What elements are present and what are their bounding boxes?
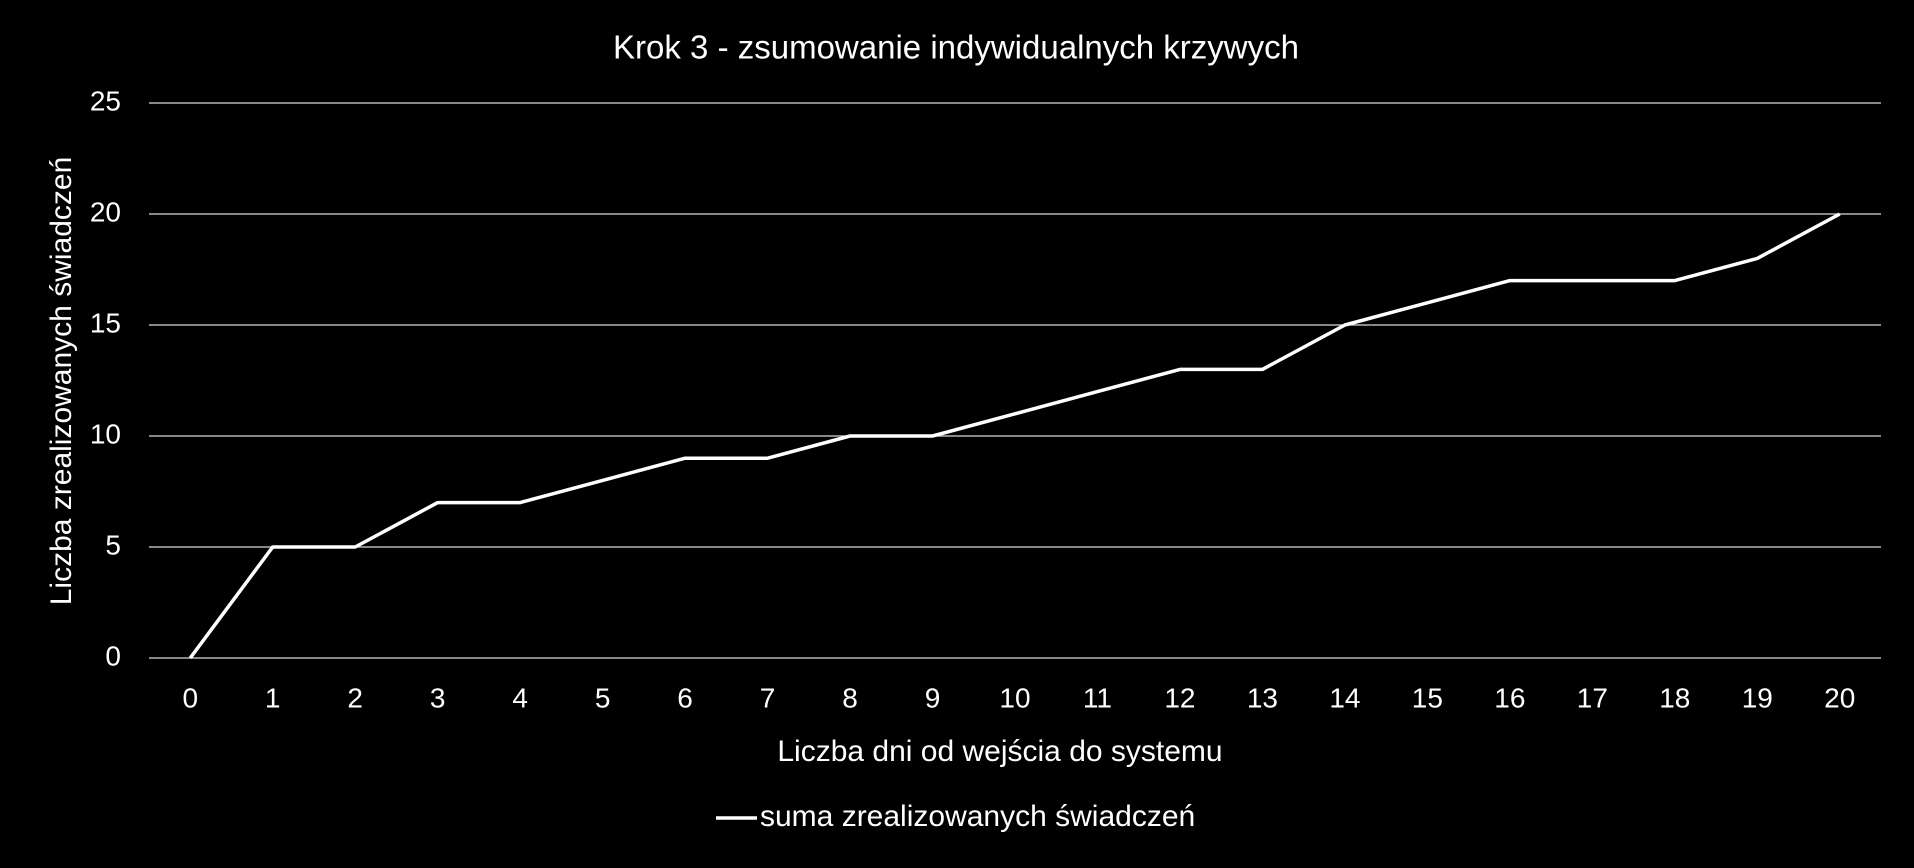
x-axis-title: Liczba dni od wejścia do systemu xyxy=(777,735,1222,768)
y-tick-label: 10 xyxy=(90,418,121,449)
x-tick-label: 8 xyxy=(842,682,858,713)
x-tick-label: 13 xyxy=(1247,682,1278,713)
y-tick-label: 20 xyxy=(90,196,121,227)
x-tick-label: 11 xyxy=(1083,682,1112,713)
y-tick-label: 5 xyxy=(105,529,121,560)
y-tick-label: 0 xyxy=(105,640,121,671)
x-tick-label: 17 xyxy=(1577,682,1608,713)
x-tick-label: 0 xyxy=(182,682,198,713)
x-tick-label: 12 xyxy=(1164,682,1195,713)
x-tick-label: 16 xyxy=(1494,682,1525,713)
x-tick-label: 2 xyxy=(347,682,363,713)
legend-label: suma zrealizowanych świadczeń xyxy=(760,800,1195,833)
x-tick-label: 20 xyxy=(1824,682,1855,713)
y-axis-title: Liczba zrealizowanych świadczeń xyxy=(45,157,78,606)
x-tick-label: 15 xyxy=(1412,682,1443,713)
x-tick-label: 5 xyxy=(595,682,611,713)
x-tick-label: 3 xyxy=(430,682,446,713)
x-tick-label: 4 xyxy=(512,682,528,713)
y-tick-label: 15 xyxy=(90,307,121,338)
x-tick-label: 1 xyxy=(265,682,281,713)
x-tick-label: 19 xyxy=(1742,682,1773,713)
chart-title: Krok 3 - zsumowanie indywidualnych krzyw… xyxy=(613,29,1299,66)
x-tick-label: 9 xyxy=(925,682,941,713)
line xyxy=(188,212,1841,660)
x-tick-label: 10 xyxy=(999,682,1030,713)
x-tick-label: 14 xyxy=(1329,682,1360,713)
y-tick-label: 25 xyxy=(90,85,121,116)
x-tick-label: 6 xyxy=(677,682,693,713)
x-tick-label: 18 xyxy=(1659,682,1690,713)
x-tick-label: 7 xyxy=(760,682,776,713)
